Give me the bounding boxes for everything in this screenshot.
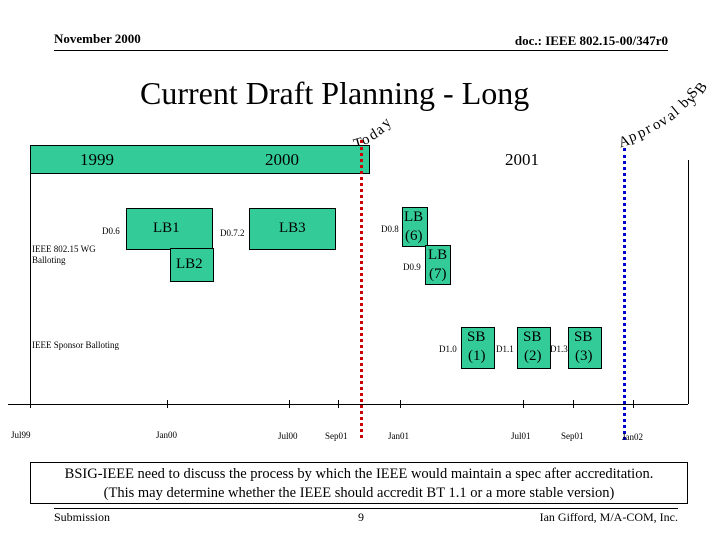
sb1-label-top: SB (467, 329, 486, 345)
year-2000: 2000 (265, 150, 299, 169)
lb7-box (425, 245, 451, 285)
header-doc-id: doc.: IEEE 802.15-00/347r0 (514, 33, 668, 48)
lb7-label-bottom: (7) (429, 266, 447, 282)
note-line-1: BSIG-IEEE need to discuss the process by… (64, 466, 654, 482)
sb1-label-bottom: (1) (468, 348, 486, 364)
year-bar-1999-2000 (30, 145, 370, 174)
lb1-label: LB1 (153, 220, 180, 236)
sponsor-balloting-label: IEEE Sponsor Balloting (32, 340, 119, 350)
note-line-2: (This may determine whether the IEEE sho… (103, 485, 615, 501)
axis-tick-mark (633, 400, 634, 408)
draft-d06: D0.6 (102, 226, 120, 236)
axis-tick-label: Jul01 (511, 431, 531, 441)
lb1-box (126, 208, 213, 250)
footer-submission: Submission (54, 510, 111, 524)
footer-rule (54, 508, 678, 509)
axis-tick-label: Jan01 (388, 431, 409, 441)
axis-tick-mark (289, 400, 290, 408)
lb7-label-top: LB (428, 247, 448, 263)
footer-page-number: 9 (358, 510, 364, 524)
draft-d08: D0.8 (381, 224, 399, 234)
draft-d11: D1.1 (496, 344, 514, 354)
axis-tick-mark (338, 400, 339, 408)
axis-tick-label: Sep01 (561, 431, 584, 441)
axis-tick-mark (573, 400, 574, 408)
axis-tick-label: Sep01 (325, 431, 348, 441)
axis-tick-mark (167, 400, 168, 408)
wg-balloting-label: IEEE 802.15 WG Balloting (32, 244, 112, 266)
sb2-label-bottom: (2) (524, 348, 542, 364)
axis-tick-mark (400, 400, 401, 408)
axis-tick-mark (30, 400, 31, 408)
lb2-box (170, 248, 214, 282)
year-1999: 1999 (80, 150, 114, 169)
lb6-box (402, 207, 428, 247)
draft-d10: D1.0 (439, 344, 457, 354)
timeline-axis (8, 404, 688, 405)
frame-right-line (688, 160, 689, 404)
sb3-label-bottom: (3) (575, 348, 593, 364)
draft-d09: D0.9 (403, 262, 421, 272)
axis-tick-label: Jan00 (156, 430, 177, 440)
page-title: Current Draft Planning - Long (140, 75, 530, 111)
lb3-box (249, 208, 336, 250)
lb6-label-bottom: (6) (405, 228, 423, 244)
approval-line (623, 148, 626, 440)
sb1-box (461, 327, 495, 369)
footer-author: Ian Gifford, M/A-COM, Inc. (539, 510, 678, 524)
year-2001: 2001 (505, 150, 539, 169)
draft-d13: D1.3 (550, 344, 568, 354)
frame-left-line (30, 174, 31, 404)
draft-d072: D0.7.2 (220, 228, 245, 238)
today-line (360, 140, 363, 438)
lb3-label: LB3 (279, 220, 306, 236)
lb2-label: LB2 (176, 256, 203, 272)
sb3-label-top: SB (574, 329, 593, 345)
axis-tick-label: Jul00 (278, 431, 298, 441)
header-rule (54, 50, 668, 51)
sb2-box (517, 327, 551, 369)
sb3-box (568, 327, 602, 369)
lb6-label-top: LB (404, 209, 424, 225)
header-date: November 2000 (54, 31, 141, 46)
note-box: BSIG-IEEE need to discuss the process by… (30, 462, 688, 504)
axis-tick-label: Jan02 (622, 432, 643, 442)
wg-balloting-text: IEEE 802.15 WG Balloting (32, 244, 96, 265)
axis-tick-mark (523, 400, 524, 408)
sb2-label-top: SB (523, 329, 542, 345)
axis-tick-label: Jul99 (11, 430, 31, 440)
